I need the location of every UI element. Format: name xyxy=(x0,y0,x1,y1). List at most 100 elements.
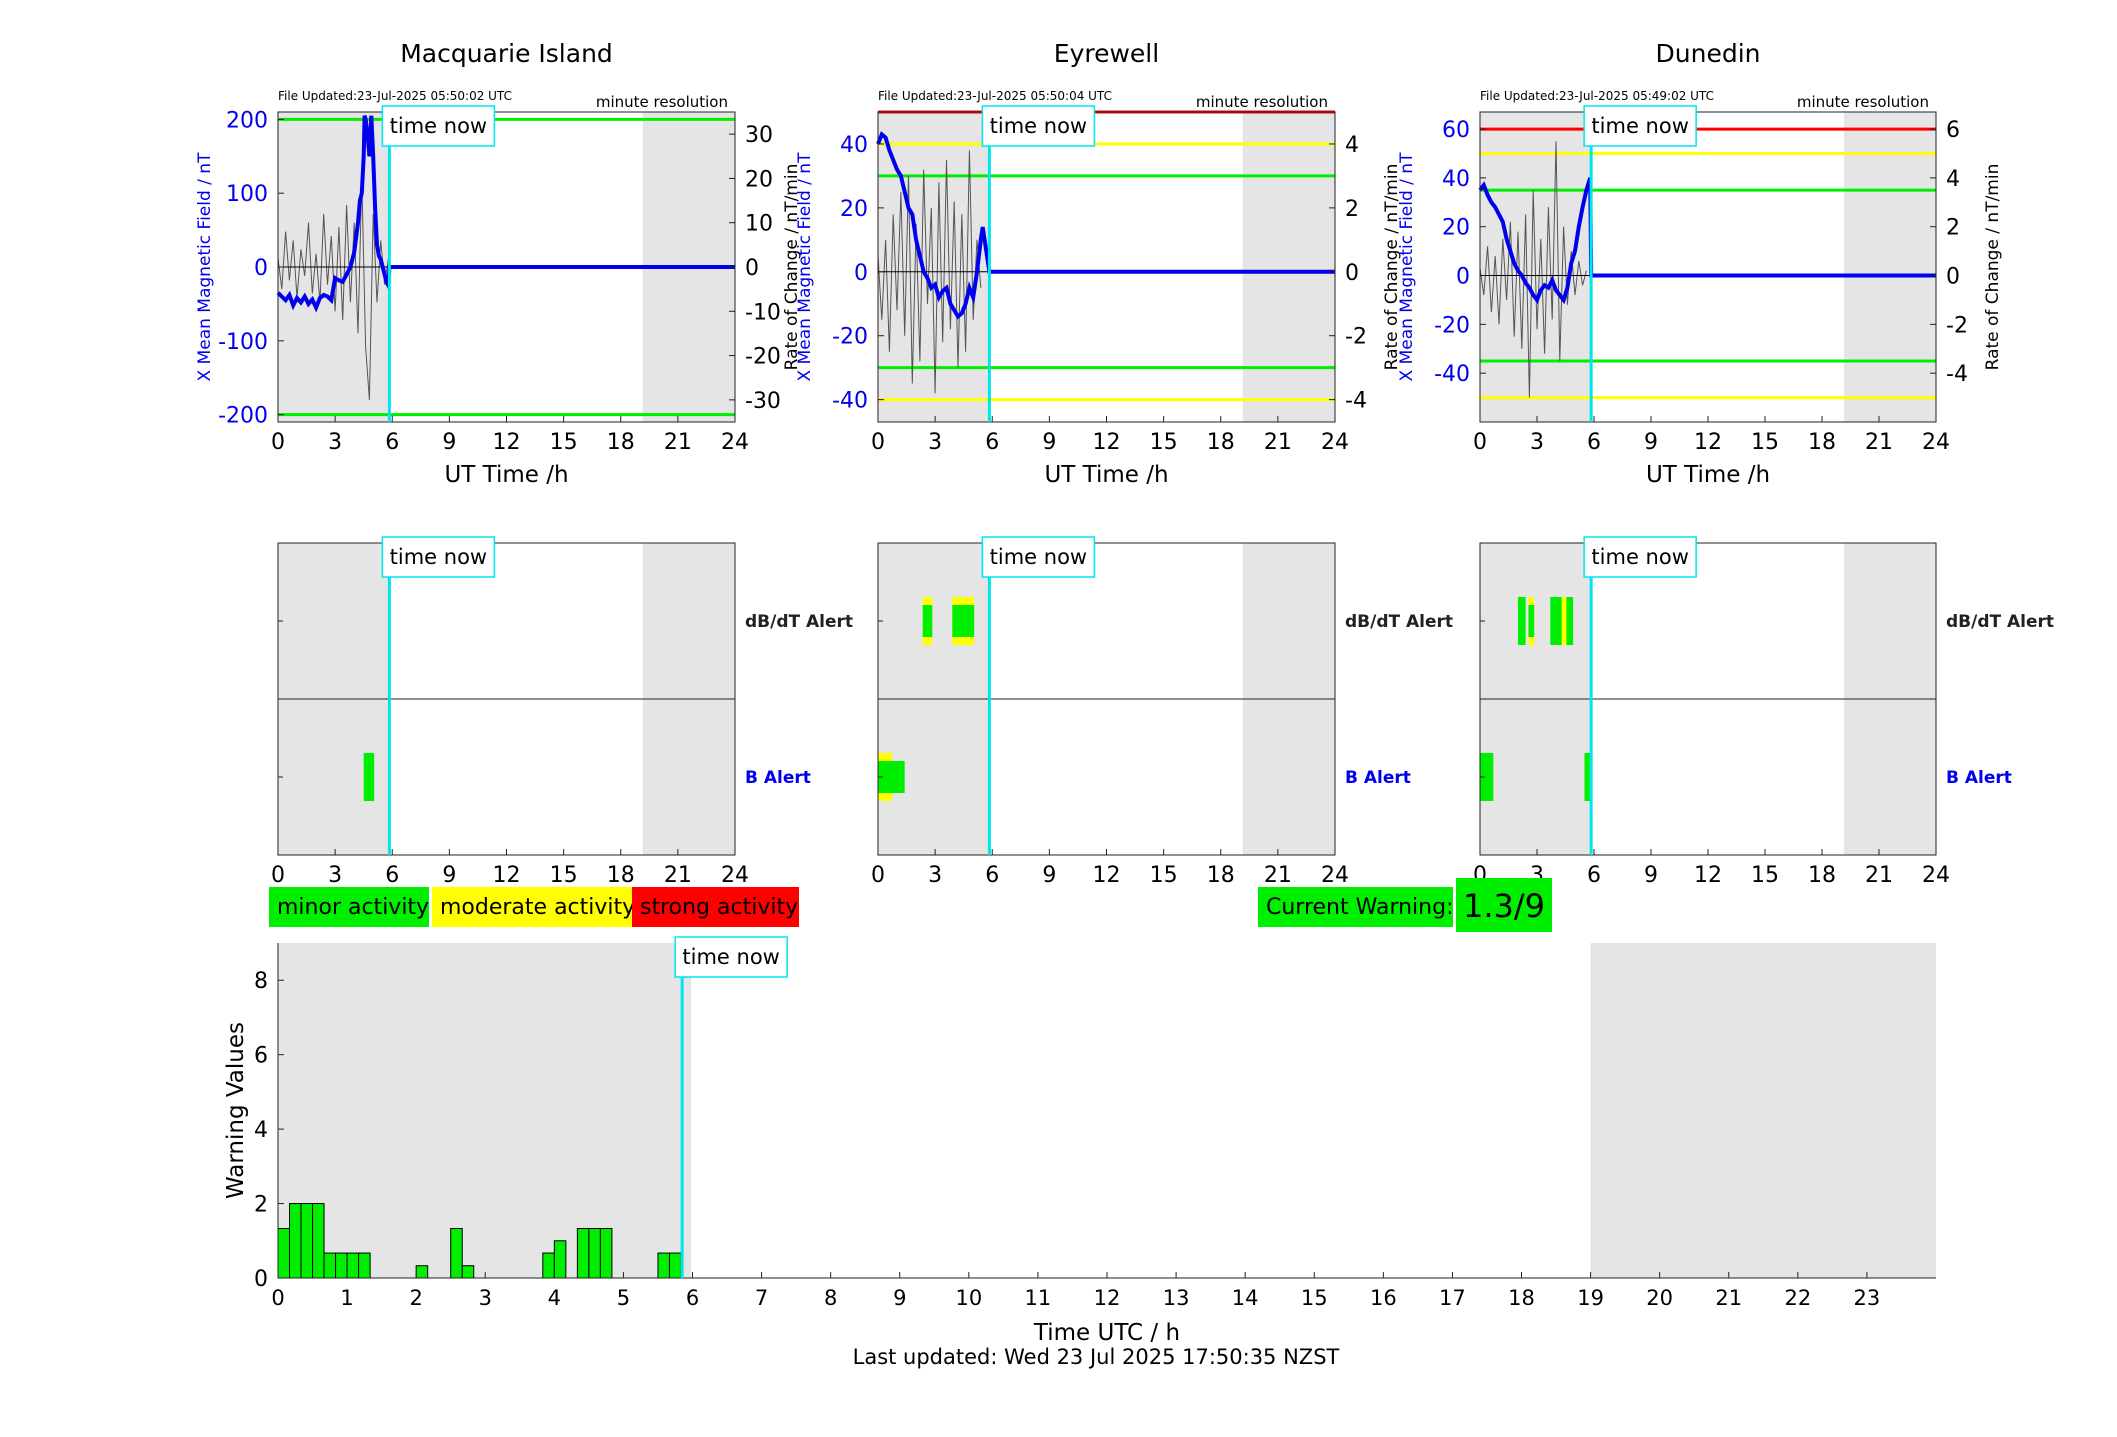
y-left-axis-label: X Mean Magnetic Field / nT xyxy=(795,152,815,382)
y-left-tick-label: 100 xyxy=(226,182,268,207)
file-updated-label: File Updated:23-Jul-2025 05:49:02 UTC xyxy=(1480,89,1714,103)
y-right-tick-label: 20 xyxy=(745,167,773,192)
x-tick-label: 2 xyxy=(409,1286,422,1310)
y-right-axis-label: Rate of Change / nT/min xyxy=(1382,164,1402,371)
y-left-tick-label: 60 xyxy=(1442,118,1470,143)
y-right-tick-label: 2 xyxy=(1946,216,1960,241)
x-tick-label: 12 xyxy=(1093,430,1121,455)
current-warning-value-box xyxy=(1456,878,1552,932)
x-tick-label: 3 xyxy=(928,863,942,888)
activity-legend: minor activity moderate activity strong … xyxy=(269,887,799,927)
warning-bar xyxy=(668,1252,682,1279)
alert-bar-minor xyxy=(363,753,375,801)
dbdt-alert-label: dB/dT Alert xyxy=(745,612,853,632)
warning-bar xyxy=(300,1203,314,1279)
x-tick-label: 0 xyxy=(871,863,885,888)
warning-bar xyxy=(415,1265,429,1279)
x-axis-label: UT Time /h xyxy=(444,462,568,488)
warning-bar xyxy=(312,1203,325,1279)
x-tick-label: 12 xyxy=(1694,430,1722,455)
y-right-tick-label: 0 xyxy=(1345,261,1359,286)
x-axis-label: UT Time /h xyxy=(1044,462,1168,488)
x-tick-label: 14 xyxy=(1232,1286,1259,1310)
y-tick-label: 0 xyxy=(254,1267,268,1292)
y-left-tick-label: -20 xyxy=(832,325,868,350)
y-left-tick-label: -40 xyxy=(1434,362,1470,387)
y-right-tick-label: 0 xyxy=(1946,265,1960,290)
magnetic-field-series xyxy=(276,115,735,313)
x-tick-label: 3 xyxy=(328,430,342,455)
legend-minor-swatch xyxy=(269,887,429,927)
warning-bar xyxy=(346,1252,360,1279)
x-tick-label: 6 xyxy=(686,1286,699,1310)
x-tick-label: 0 xyxy=(271,863,285,888)
x-tick-label: 15 xyxy=(1751,863,1779,888)
legend-minor-label: minor activity xyxy=(277,895,429,920)
x-tick-label: 13 xyxy=(1163,1286,1190,1310)
x-tick-label: 9 xyxy=(1042,863,1056,888)
warning-bar xyxy=(576,1227,590,1279)
y-right-tick-label: -30 xyxy=(745,389,781,414)
x-tick-label: 9 xyxy=(442,430,456,455)
x-tick-label: 15 xyxy=(1751,430,1779,455)
time-now-label: time now xyxy=(990,114,1087,138)
current-warning-label: Current Warning: xyxy=(1266,895,1453,920)
y-right-tick-label: -4 xyxy=(1946,362,1968,387)
file-updated-label: File Updated:23-Jul-2025 05:50:02 UTC xyxy=(278,89,512,103)
warning-bar xyxy=(277,1227,291,1279)
y-left-tick-label: 40 xyxy=(840,133,868,158)
y-left-tick-label: 200 xyxy=(226,108,268,133)
night-shade xyxy=(1843,112,1936,422)
warning-bar xyxy=(588,1227,601,1279)
warning-bar xyxy=(461,1265,475,1279)
warning-bar xyxy=(599,1227,613,1279)
night-shade xyxy=(278,943,692,1278)
station-title: Eyrewell xyxy=(1054,39,1159,68)
x-tick-label: 15 xyxy=(1301,1286,1328,1310)
time-now-box xyxy=(1583,536,1697,578)
x-tick-label: 3 xyxy=(1530,430,1544,455)
y-right-tick-label: 2 xyxy=(1345,197,1359,222)
legend-strong-label: strong activity xyxy=(640,895,798,920)
x-tick-label: 7 xyxy=(755,1286,768,1310)
warning-bar xyxy=(553,1240,567,1279)
x-tick-label: 9 xyxy=(1042,430,1056,455)
warning-bar xyxy=(358,1252,371,1279)
time-now-label: time now xyxy=(990,545,1087,569)
warning-bar xyxy=(323,1252,337,1279)
y-left-tick-label: -20 xyxy=(1434,313,1470,338)
x-tick-label: 4 xyxy=(548,1286,561,1310)
x-tick-label: 6 xyxy=(985,430,999,455)
alert-bar-minor xyxy=(1584,753,1593,801)
x-tick-label: 18 xyxy=(1808,863,1836,888)
y-left-tick-label: 0 xyxy=(854,261,868,286)
current-warning-value: 1.3/9 xyxy=(1463,887,1545,925)
y-right-tick-label: -10 xyxy=(745,300,781,325)
alert-bar-minor xyxy=(1480,753,1494,801)
alert-bar-minor xyxy=(1528,605,1535,637)
time-now-label: time now xyxy=(1591,545,1688,569)
x-tick-label: 5 xyxy=(617,1286,630,1310)
y-right-axis-label: Rate of Change / nT/min xyxy=(1983,164,2003,371)
rate-of-change-series xyxy=(277,178,389,400)
x-tick-label: 24 xyxy=(1321,430,1349,455)
x-tick-label: 6 xyxy=(1587,863,1601,888)
x-tick-label: 18 xyxy=(1207,863,1235,888)
x-tick-label: 12 xyxy=(1094,1286,1121,1310)
x-tick-label: 9 xyxy=(442,863,456,888)
y-right-tick-label: 10 xyxy=(745,212,773,237)
y-right-tick-label: -4 xyxy=(1345,389,1367,414)
warning-bar xyxy=(542,1252,555,1279)
x-tick-label: 15 xyxy=(550,863,578,888)
x-tick-label: 23 xyxy=(1854,1286,1881,1310)
warning-bar xyxy=(657,1252,670,1279)
x-tick-label: 0 xyxy=(871,430,885,455)
x-tick-label: 15 xyxy=(1150,430,1178,455)
x-tick-label: 6 xyxy=(385,863,399,888)
x-tick-label: 3 xyxy=(928,430,942,455)
x-tick-label: 24 xyxy=(1922,430,1950,455)
